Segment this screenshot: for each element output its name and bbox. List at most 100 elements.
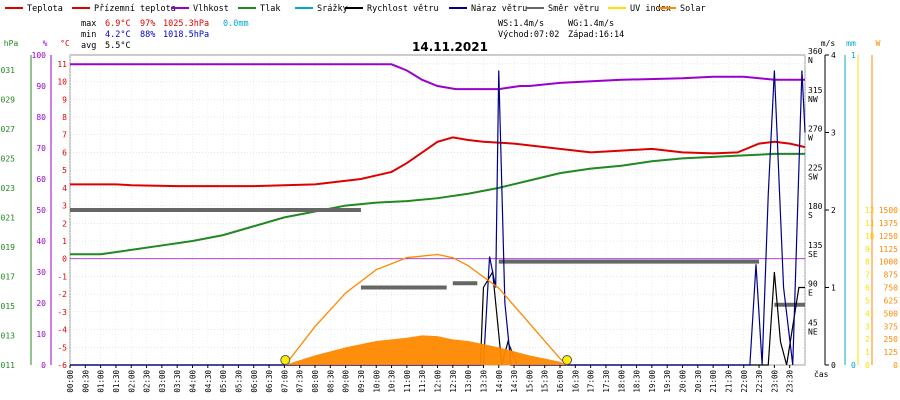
tick-cardinal: NE (808, 327, 818, 336)
series-vlhkost (70, 63, 805, 91)
legend-label: Náraz větru (471, 4, 527, 14)
stats-panel: max 6.9°C 97% 1025.3hPa 0.0mm min 4.2°C … (81, 19, 249, 51)
axis-label-hPa: hPa (4, 39, 19, 48)
x-tick-label: 16:30 (571, 370, 580, 393)
tick-degC: 6 (62, 148, 67, 157)
tick-uv: 12 (865, 206, 875, 215)
x-tick-label: 09:30 (357, 370, 366, 393)
tick-uv: 7 (865, 271, 870, 280)
tick-pct: 80 (36, 113, 46, 122)
tick-degC: 1 (62, 237, 67, 246)
x-tick-label: 22:30 (755, 370, 764, 393)
stat-max-rain: 0.0mm (223, 19, 249, 29)
x-tick-label: 13:00 (464, 370, 473, 393)
x-tick-label: 12:30 (449, 370, 458, 393)
x-tick-label: 21:30 (724, 370, 733, 393)
series-solar-area (284, 335, 567, 365)
x-tick-label: 02:00 (127, 370, 136, 393)
tick-hPa: 1031 (0, 66, 15, 75)
legend-label: UV index (630, 4, 671, 14)
x-tick-label: 21:00 (709, 370, 718, 393)
tick-uv: 11 (865, 219, 875, 228)
x-tick-label: 11:30 (418, 370, 427, 393)
tick-uv: 10 (865, 232, 875, 241)
tick-pct: 0 (41, 361, 46, 370)
x-tick-label: 15:30 (541, 370, 550, 393)
wind-speed-info: WS:1.4m/s (498, 19, 544, 29)
x-tick-label: 07:00 (280, 370, 289, 393)
stat-min-temp: 4.2°C (105, 30, 131, 40)
sunrise-marker (280, 355, 291, 365)
tick-cardinal: N (808, 56, 813, 65)
tick-pct: 60 (36, 175, 46, 184)
tick-degC: -1 (57, 272, 67, 281)
tick-cardinal: W (808, 134, 813, 143)
tick-W: 125 (884, 348, 899, 357)
legend-label: Tlak (260, 4, 280, 14)
tick-pct: 90 (36, 82, 46, 91)
stat-avg-temp: 5.5°C (105, 41, 131, 51)
tick-hPa: 1017 (0, 272, 15, 281)
axis-label-degC: °C (60, 39, 70, 48)
tick-degC: -6 (57, 361, 67, 370)
tick-pct: 20 (36, 299, 46, 308)
tick-cardinal: SW (808, 172, 818, 181)
tick-W: 1375 (879, 219, 898, 228)
tick-W: 625 (884, 296, 899, 305)
tick-dir: 270 (808, 125, 823, 134)
tick-W: 1125 (879, 245, 898, 254)
x-axis: 00:00 00:30 01:00 01:30 02:00 02:30 03:00 03:30… (66, 365, 795, 393)
x-tick-label: 14:00 (495, 370, 504, 393)
tick-pct: 40 (36, 237, 46, 246)
tick-degC: 10 (57, 78, 67, 87)
tick-W: 1500 (879, 206, 898, 215)
stat-min-label: min (81, 30, 96, 40)
x-tick-label: 13:30 (479, 370, 488, 393)
tick-ms: 1 (831, 284, 836, 293)
tick-cardinal: NW (808, 95, 818, 104)
tick-pct: 50 (36, 206, 46, 215)
tick-dir: 135 (808, 241, 823, 250)
tick-dir: 90 (808, 280, 818, 289)
tick-W: 0 (893, 361, 898, 370)
x-tick-label: 23:30 (786, 370, 795, 393)
x-tick-label: 05:30 (234, 370, 243, 393)
tick-cardinal: SE (808, 250, 818, 259)
x-tick-label: 10:30 (388, 370, 397, 393)
tick-ms: 2 (831, 206, 836, 215)
tick-W: 375 (884, 322, 899, 331)
x-tick-label: 08:30 (326, 370, 335, 393)
tick-dir: 225 (808, 163, 823, 172)
tick-hPa: 1015 (0, 302, 15, 311)
x-tick-label: 19:30 (663, 370, 672, 393)
series-solar-curve (284, 253, 568, 366)
tick-cardinal: E (808, 289, 813, 298)
legend-label: Solar (680, 4, 706, 14)
x-tick-label: 17:30 (602, 370, 611, 393)
tick-mm: 0 (851, 361, 856, 370)
x-tick-label: 11:00 (403, 370, 412, 393)
axis-label-pct: % (43, 39, 48, 48)
tick-dir: 180 (808, 202, 823, 211)
tick-W: 750 (884, 284, 899, 293)
x-tick-label: 18:00 (617, 370, 626, 393)
tick-degC: 11 (57, 60, 67, 69)
x-tick-label: 04:00 (189, 370, 198, 393)
stat-min-press: 1018.5hPa (163, 30, 209, 40)
tick-W: 1000 (879, 258, 898, 267)
tick-W: 500 (884, 309, 899, 318)
legend-label: Přízemní teplota (94, 4, 176, 14)
legend-label: Směr větru (548, 4, 599, 14)
x-tick-label: 01:30 (112, 370, 121, 393)
tick-uv: 8 (865, 258, 870, 267)
tick-ms: 0 (831, 361, 836, 370)
tick-degC: 3 (62, 202, 67, 211)
axis-label-ms: m/s (821, 39, 836, 48)
stat-min-hum: 88% (140, 30, 155, 40)
series-tlak (70, 152, 805, 256)
x-tick-label: 17:00 (587, 370, 596, 393)
plot-area (70, 63, 806, 366)
stat-max-press: 1025.3hPa (163, 19, 209, 29)
